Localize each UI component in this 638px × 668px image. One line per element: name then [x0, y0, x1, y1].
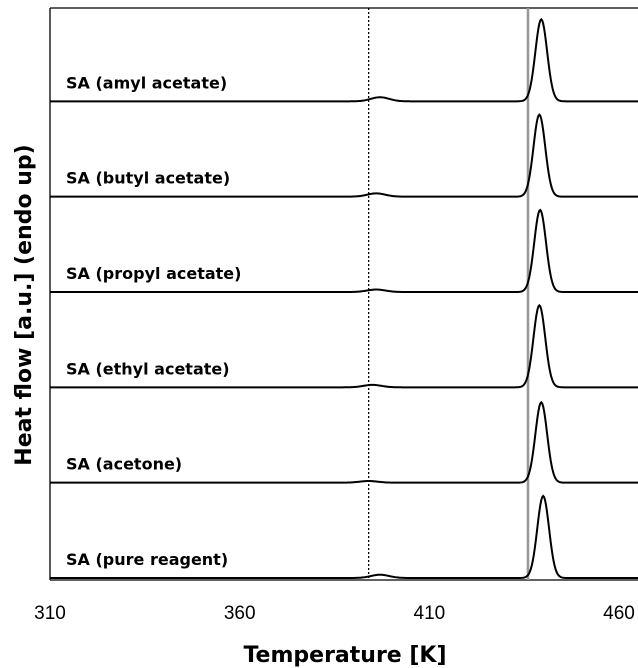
series-label: SA (acetone) — [66, 455, 182, 474]
y-axis-title: Heat flow [a.u.] (endo up) — [12, 144, 37, 465]
series-label: SA (butyl acetate) — [66, 169, 230, 188]
x-tick-labels: 310 360 410 460 — [34, 603, 635, 624]
series-curve — [50, 208, 638, 293]
series-curve — [50, 303, 638, 389]
plot-frame — [49, 7, 638, 581]
x-tick-label: 310 — [34, 603, 66, 624]
x-axis-title: Temperature [K] — [243, 643, 446, 668]
series-label: SA (amyl acetate) — [66, 73, 227, 92]
series-label: SA (ethyl acetate) — [66, 359, 230, 378]
x-tick-label: 460 — [603, 603, 635, 624]
series-label: SA (propyl acetate) — [66, 264, 241, 283]
reference-lines — [368, 8, 530, 580]
series-curve — [50, 113, 638, 198]
series-labels: SA (amyl acetate) SA (butyl acetate) SA (p… — [66, 73, 241, 569]
curves — [50, 17, 638, 579]
series-curve — [50, 400, 638, 484]
series-label: SA (pure reagent) — [66, 550, 228, 569]
x-tick-label: 360 — [224, 603, 256, 624]
x-tick-label: 410 — [414, 603, 446, 624]
series-curve — [50, 17, 638, 103]
series-curve — [50, 494, 638, 579]
